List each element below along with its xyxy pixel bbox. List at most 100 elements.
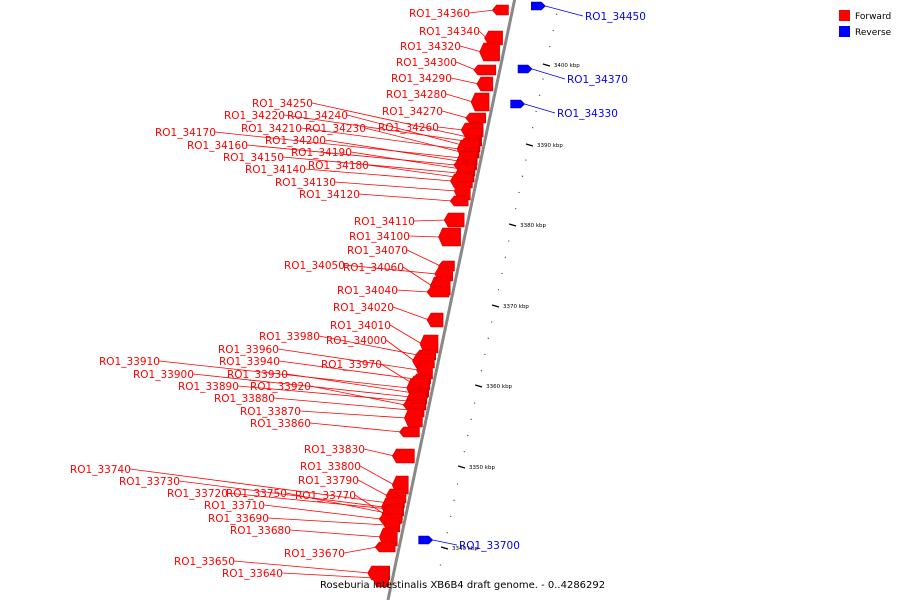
gene-label-forward[interactable]: RO1_34300: [396, 57, 457, 69]
forward-gene[interactable]: [378, 527, 398, 547]
gene-label-forward[interactable]: RO1_34340: [419, 26, 480, 38]
gene-label-forward[interactable]: RO1_34290: [391, 73, 452, 85]
gene-label-reverse[interactable]: RO1_34370: [567, 74, 628, 86]
reverse-gene[interactable]: [418, 535, 434, 545]
gene-label-forward[interactable]: RO1_34360: [409, 8, 470, 20]
forward-gene[interactable]: [419, 334, 439, 354]
gene-label-forward[interactable]: RO1_34230: [305, 123, 366, 135]
gene-label-forward[interactable]: RO1_34240: [287, 110, 348, 122]
label-leader-line: [450, 77, 479, 85]
gene-label-forward[interactable]: RO1_33640: [222, 568, 283, 580]
gene-label-forward[interactable]: RO1_34280: [386, 89, 447, 101]
reverse-gene[interactable]: [510, 99, 526, 109]
gene-label-reverse[interactable]: RO1_33700: [459, 540, 520, 552]
gene-label-forward[interactable]: RO1_34220: [224, 110, 285, 122]
gene-label-forward[interactable]: RO1_34150: [223, 152, 284, 164]
gene-label-forward[interactable]: RO1_33790: [298, 475, 359, 487]
label-leader-line: [310, 422, 402, 433]
label-leader-line: [300, 410, 407, 419]
forward-gene[interactable]: [470, 92, 490, 112]
forward-gene[interactable]: [449, 195, 469, 207]
gene-label-forward[interactable]: RO1_33730: [119, 476, 180, 488]
forward-gene[interactable]: [484, 30, 503, 46]
gene-label-forward[interactable]: RO1_34250: [252, 98, 313, 110]
gene-label-forward[interactable]: RO1_34180: [308, 160, 369, 172]
gene-label-forward[interactable]: RO1_33890: [178, 381, 239, 393]
label-leader-line: [357, 479, 389, 497]
axis-minor-tick: [466, 434, 469, 437]
gene-label-forward[interactable]: RO1_33830: [304, 444, 365, 456]
gene-label-forward[interactable]: RO1_34100: [349, 231, 410, 243]
forward-gene[interactable]: [479, 42, 500, 62]
label-leader-line: [159, 360, 409, 389]
gene-label-forward[interactable]: RO1_34140: [245, 164, 306, 176]
forward-gene[interactable]: [492, 4, 509, 16]
gene-label-forward[interactable]: RO1_34120: [299, 189, 360, 201]
gene-label-forward[interactable]: RO1_33860: [250, 418, 311, 430]
forward-gene[interactable]: [399, 426, 420, 438]
gene-label-forward[interactable]: RO1_33740: [70, 464, 131, 476]
gene-label-forward[interactable]: RO1_34000: [326, 335, 387, 347]
gene-label-forward[interactable]: RO1_33690: [208, 513, 269, 525]
gene-label-forward[interactable]: RO1_33880: [214, 393, 275, 405]
label-leader-line: [324, 139, 459, 162]
gene-label-forward[interactable]: RO1_33750: [226, 488, 287, 500]
gene-label-forward[interactable]: RO1_33870: [240, 406, 301, 418]
axis-tick-label: 3400 kbp: [554, 63, 580, 69]
forward-gene[interactable]: [392, 448, 415, 464]
gene-label-forward[interactable]: RO1_34320: [400, 41, 461, 53]
forward-gene[interactable]: [374, 541, 396, 553]
gene-label-forward[interactable]: RO1_33710: [204, 500, 265, 512]
forward-gene[interactable]: [465, 112, 486, 124]
label-leader-line: [409, 235, 441, 238]
gene-label-forward[interactable]: RO1_34070: [347, 245, 408, 257]
axis-minor-tick: [548, 45, 551, 48]
gene-label-forward[interactable]: RO1_33680: [230, 525, 291, 537]
forward-gene[interactable]: [443, 212, 465, 228]
gene-label-forward[interactable]: RO1_34110: [354, 216, 415, 228]
gene-label-forward[interactable]: RO1_33650: [174, 556, 235, 568]
gene-label-forward[interactable]: RO1_34050: [284, 260, 345, 272]
gene-label-forward[interactable]: RO1_33970: [321, 359, 382, 371]
gene-label-forward[interactable]: RO1_33770: [295, 490, 356, 502]
forward-gene[interactable]: [426, 312, 444, 328]
gene-label-forward[interactable]: RO1_34210: [241, 123, 302, 135]
gene-label-forward[interactable]: RO1_33920: [250, 381, 311, 393]
forward-gene[interactable]: [404, 408, 423, 428]
gene-label-forward[interactable]: RO1_34200: [265, 135, 326, 147]
reverse-gene[interactable]: [517, 64, 533, 74]
gene-label-forward[interactable]: RO1_33720: [167, 488, 228, 500]
gene-label-forward[interactable]: RO1_34260: [378, 122, 439, 134]
gene-label-forward[interactable]: RO1_34060: [343, 262, 404, 274]
axis-minor-tick: [531, 126, 534, 129]
gene-label-reverse[interactable]: RO1_34450: [585, 11, 646, 23]
label-leader-line: [227, 492, 390, 510]
gene-label-forward[interactable]: RO1_33940: [219, 356, 280, 368]
gene-label-forward[interactable]: RO1_33800: [300, 461, 361, 473]
forward-gene[interactable]: [426, 286, 450, 298]
forward-gene[interactable]: [372, 568, 389, 588]
label-leader-line: [285, 492, 387, 514]
gene-label-reverse[interactable]: RO1_34330: [557, 108, 618, 120]
forward-gene[interactable]: [473, 64, 497, 76]
gene-label-forward[interactable]: RO1_33910: [99, 356, 160, 368]
gene-label-forward[interactable]: RO1_34170: [155, 127, 216, 139]
forward-gene[interactable]: [453, 181, 471, 201]
label-leader-line: [305, 168, 453, 182]
gene-features: [367, 1, 546, 588]
gene-label-forward[interactable]: RO1_34020: [333, 302, 394, 314]
gene-label-forward[interactable]: RO1_34010: [330, 320, 391, 332]
gene-label-forward[interactable]: RO1_33900: [133, 369, 194, 381]
gene-label-forward[interactable]: RO1_33930: [227, 369, 288, 381]
gene-label-forward[interactable]: RO1_34130: [275, 177, 336, 189]
gene-label-forward[interactable]: RO1_34160: [187, 140, 248, 152]
gene-label-forward[interactable]: RO1_34040: [337, 285, 398, 297]
gene-label-forward[interactable]: RO1_33980: [259, 331, 320, 343]
reverse-gene[interactable]: [531, 1, 546, 11]
gene-label-forward[interactable]: RO1_33960: [218, 344, 279, 356]
forward-gene[interactable]: [476, 76, 494, 92]
forward-gene[interactable]: [438, 227, 461, 247]
gene-label-forward[interactable]: RO1_33670: [284, 548, 345, 560]
gene-label-forward[interactable]: RO1_34190: [291, 147, 352, 159]
gene-label-forward[interactable]: RO1_34270: [382, 106, 443, 118]
